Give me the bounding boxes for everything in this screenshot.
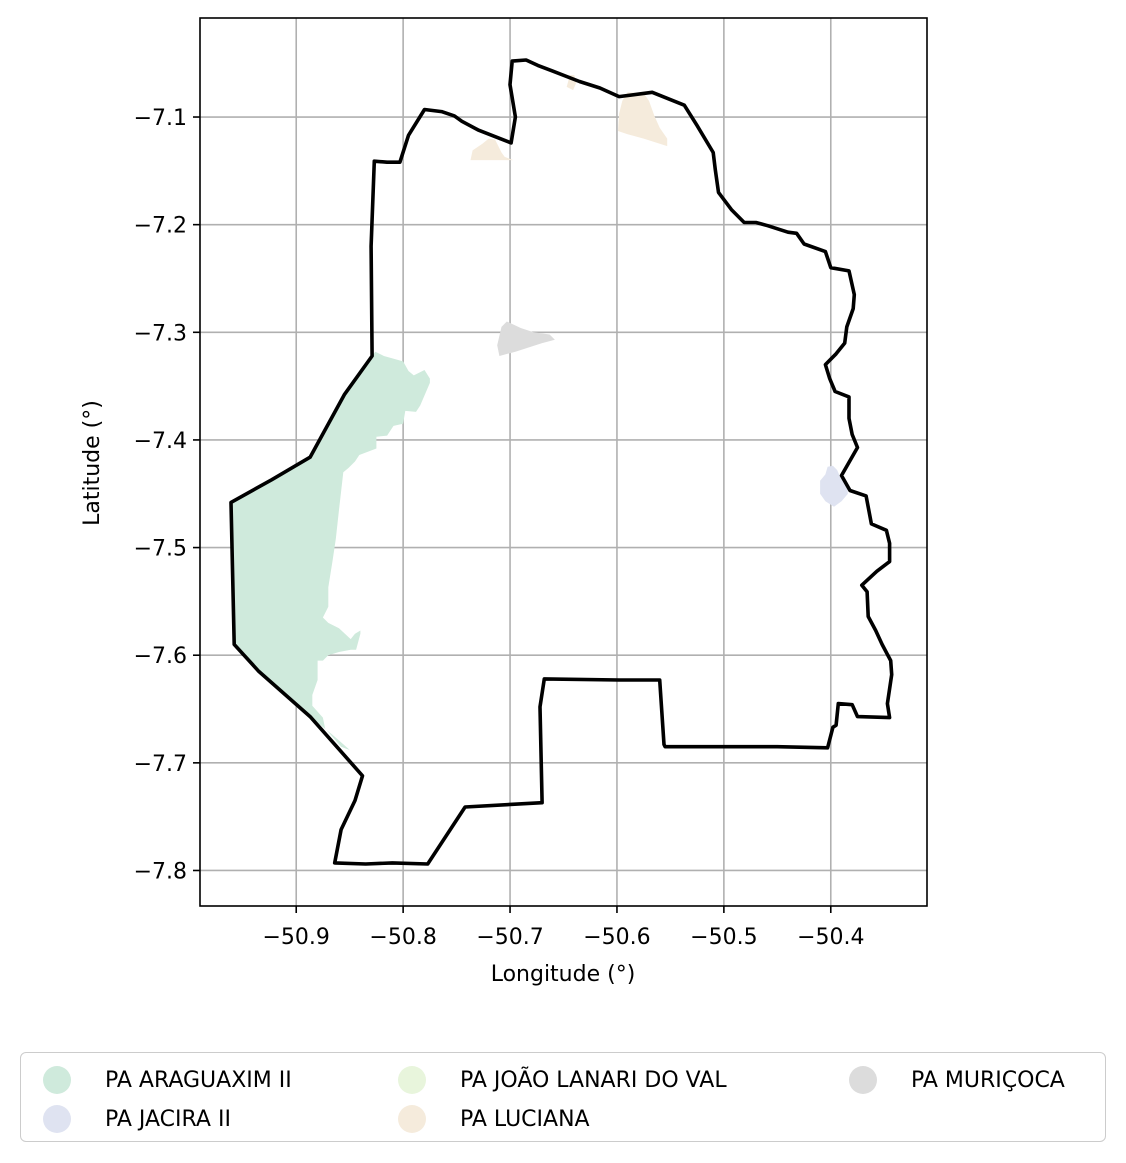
municipal-boundary	[229, 58, 894, 866]
area-pa-araguaxim-ii	[231, 351, 430, 750]
legend-swatch-muricoca	[849, 1066, 877, 1094]
axis-ticks: −50.9 −50.8 −50.7 −50.6 −50.5 −50.4 −7.1 −7.2 −7…	[134, 106, 865, 950]
y-axis-label: Latitude (°)	[80, 400, 105, 526]
y-tick-label: −7.5	[134, 537, 187, 562]
area-pa-muricoca	[497, 321, 555, 356]
x-axis-label: Longitude (°)	[491, 962, 636, 987]
map-figure: −50.9 −50.8 −50.7 −50.6 −50.5 −50.4 −7.1 −7.2 −7…	[80, 17, 928, 987]
y-tick-label: −7.1	[134, 106, 187, 131]
legend-label-jacira: PA JACIRA II	[105, 1106, 231, 1132]
legend-swatch-joao-lanari	[398, 1066, 426, 1094]
area-pa-luciana	[618, 92, 668, 147]
legend-swatch-araguaxim	[43, 1066, 71, 1094]
legend-item-muricoca: PA MURIÇOCA	[849, 1063, 1065, 1097]
legend-item-araguaxim: PA ARAGUAXIM II	[43, 1063, 292, 1097]
area-pa-luciana	[470, 138, 514, 161]
x-tick-label: −50.8	[369, 925, 436, 950]
legend-label-araguaxim: PA ARAGUAXIM II	[105, 1067, 292, 1093]
area-pa-jacira-ii	[820, 465, 848, 507]
legend-item-luciana: PA LUCIANA	[398, 1102, 590, 1136]
legend-label-muricoca: PA MURIÇOCA	[911, 1067, 1065, 1093]
legend-swatch-luciana	[398, 1105, 426, 1133]
settlement-areas	[231, 75, 848, 750]
legend-item-joao-lanari: PA JOÃO LANARI DO VAL	[398, 1063, 727, 1097]
y-tick-label: −7.6	[134, 644, 187, 669]
x-tick-label: −50.6	[583, 925, 650, 950]
y-tick-label: −7.7	[134, 752, 187, 777]
legend-label-luciana: PA LUCIANA	[460, 1106, 590, 1132]
plot-frame	[199, 17, 928, 907]
x-tick-label: −50.4	[797, 925, 864, 950]
y-tick-label: −7.3	[134, 321, 187, 346]
y-tick-label: −7.8	[134, 859, 187, 884]
x-tick-label: −50.5	[690, 925, 757, 950]
boundary-outline	[229, 58, 894, 866]
legend-label-joao-lanari: PA JOÃO LANARI DO VAL	[460, 1067, 727, 1093]
y-tick-label: −7.4	[134, 429, 187, 454]
y-tick-label: −7.2	[134, 214, 187, 239]
legend: PA ARAGUAXIM II PA JACIRA II PA JOÃO LAN…	[20, 1052, 1106, 1142]
legend-item-jacira: PA JACIRA II	[43, 1102, 231, 1136]
x-tick-label: −50.9	[263, 925, 330, 950]
legend-swatch-jacira	[43, 1105, 71, 1133]
x-tick-label: −50.7	[476, 925, 543, 950]
